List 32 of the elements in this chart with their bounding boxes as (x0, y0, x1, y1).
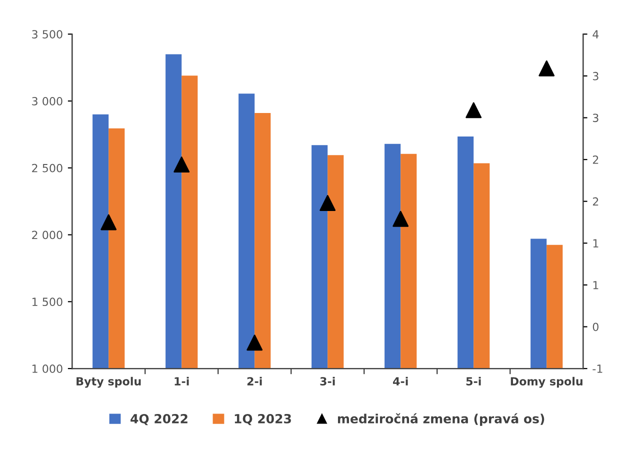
x-tick-label: 5-i (466, 376, 481, 386)
x-tick-label: Domy spolu (510, 376, 582, 388)
y2-tick-label: 1 (593, 239, 598, 248)
point (320, 195, 336, 211)
y-tick-label: 2 500 (32, 164, 62, 172)
point (392, 210, 409, 227)
x-tick-label: 4-i (393, 376, 408, 386)
x-tick-label: 1-i (174, 376, 189, 386)
point (174, 156, 190, 173)
x-tick-label: 3-i (320, 376, 335, 386)
y2-tick-label: 2 (592, 197, 598, 206)
point (246, 334, 263, 351)
legend-label: medziročná zmena (pravá os) (338, 413, 544, 426)
point (100, 214, 117, 230)
point (466, 102, 482, 118)
legend-label: 1Q 2023 (234, 414, 291, 426)
y2-tick-label: 0 (592, 322, 598, 332)
x-tick-label: Byty spolu (76, 376, 141, 388)
y2-tick-label: 3 (592, 72, 598, 80)
y-tick-label: 1 000 (32, 364, 62, 373)
x-tick-label: 2-i (247, 376, 262, 386)
legend-label: 4Q 2022 (130, 414, 188, 426)
y-tick-label: 2 000 (32, 230, 62, 240)
y2-tick-label: 2 (592, 156, 598, 164)
y-tick-label: 3 000 (32, 96, 62, 106)
y-tick-label: 3 500 (32, 30, 62, 39)
y2-tick-label: 1 (593, 281, 598, 290)
y2-tick-label: -1 (592, 364, 602, 373)
point (538, 60, 555, 76)
y2-tick-label: 3 (592, 114, 598, 122)
y-tick-label: 1 500 (32, 298, 62, 306)
y2-tick-label: 4 (592, 30, 599, 38)
